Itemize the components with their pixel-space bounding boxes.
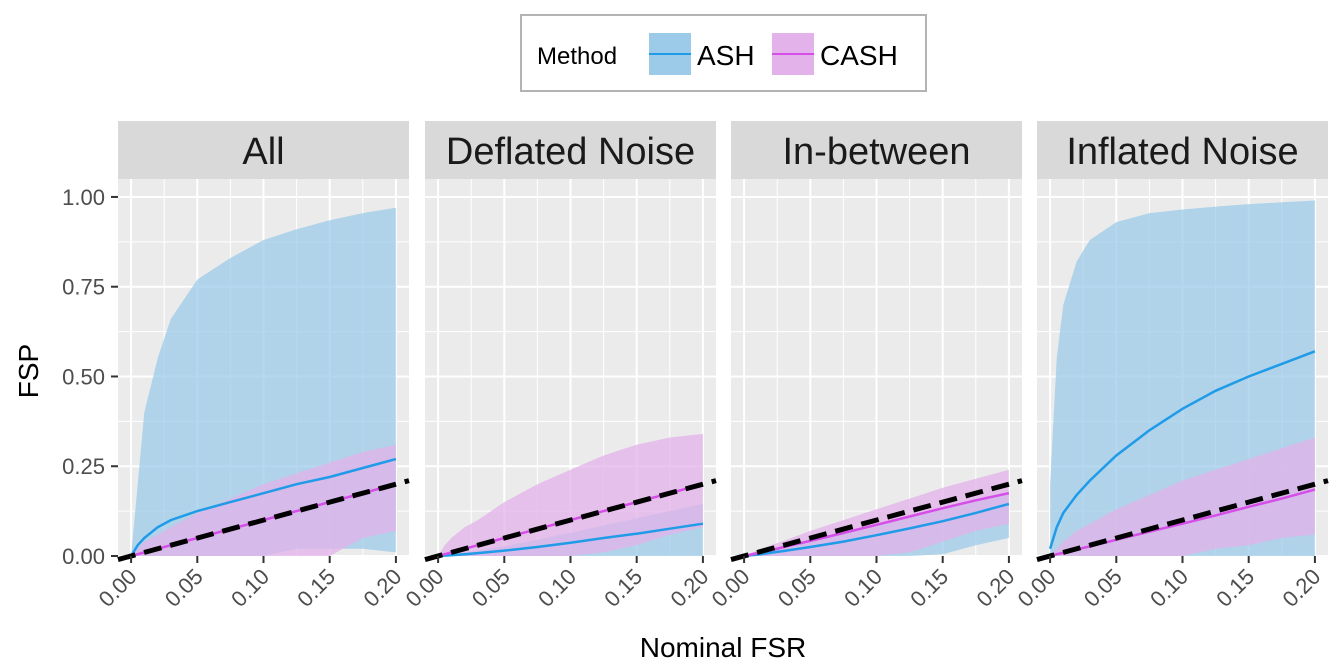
x-tick-label: 0.20 [1277, 564, 1325, 612]
x-tick-label: 0.10 [533, 564, 581, 612]
legend-title: Method [537, 43, 617, 70]
line-ash-in-between [743, 502, 1010, 558]
y-tick-label: 0.50 [62, 364, 105, 389]
strip-deflated-noise [425, 121, 716, 179]
x-tick-label: 0.05 [467, 564, 515, 612]
strip-in-between [731, 121, 1022, 179]
x-tick-label: 0.00 [1013, 564, 1061, 612]
y-axis-title: FSP [13, 344, 44, 398]
panel-deflated-noise: Deflated Noise 0.00 0.05 0.10 0.15 0.20 [401, 121, 717, 612]
y-tick-label: 0.00 [62, 544, 105, 569]
x-tick-label: 0.20 [971, 564, 1019, 612]
line-ash-all [130, 457, 397, 557]
line-ash-inflated-noise [1048, 350, 1316, 550]
x-tick-label: 0.10 [226, 564, 274, 612]
x-tick-label: 0.10 [839, 564, 887, 612]
y-tick-label: 0.25 [62, 454, 105, 479]
line-cash-in-between [743, 491, 1010, 558]
panels: All 0.00 0.05 0.10 0.15 0.20 Deflated Noise 0.0… [62, 121, 1329, 612]
legend-key-cash [772, 33, 814, 75]
x-tick-label: 0.15 [599, 564, 647, 612]
strip-title-all: All [242, 131, 284, 173]
x-tick-label: 0.20 [358, 564, 406, 612]
strip-inflated-noise [1037, 121, 1328, 179]
strip-title-in-between: In-between [782, 131, 970, 173]
strip-title-inflated-noise: Inflated Noise [1066, 131, 1298, 173]
line-ash-deflated-noise [438, 522, 704, 558]
x-tick-label: 0.15 [905, 564, 953, 612]
y-axis: 0.00 0.25 0.50 0.75 1.00 [62, 185, 118, 569]
band-cash-all [131, 444, 396, 556]
strip-title-deflated-noise: Deflated Noise [446, 131, 695, 173]
reference-line-all [117, 478, 410, 562]
reference-line-deflated-noise [424, 478, 717, 562]
band-cash-inflated-noise [1050, 437, 1315, 556]
reference-line-in-between [730, 478, 1023, 562]
reference-line-inflated-noise [1036, 478, 1329, 562]
x-axis-title: Nominal FSR [640, 632, 806, 663]
legend-label-ash: ASH [697, 40, 755, 71]
legend-key-ash [649, 33, 691, 75]
legend-box [520, 14, 927, 92]
legend-label-cash: CASH [820, 40, 898, 71]
x-tick-label: 0.15 [1211, 564, 1259, 612]
band-cash-deflated-noise [438, 433, 703, 556]
strip-all [118, 121, 409, 179]
y-tick-label: 1.00 [62, 185, 105, 210]
band-cash-in-between [744, 469, 1009, 556]
panel-inflated-noise: Inflated Noise 0.00 0.05 0.10 0.15 0.20 [1013, 121, 1329, 612]
x-tick-label: 0.05 [160, 564, 208, 612]
x-tick-label: 0.00 [94, 564, 142, 612]
legend: Method ASH CASH [520, 14, 927, 92]
y-tick-label: 0.75 [62, 275, 105, 300]
x-tick-label: 0.00 [707, 564, 755, 612]
x-tick-label: 0.20 [665, 564, 713, 612]
x-tick-label: 0.05 [773, 564, 821, 612]
x-tick-label: 0.05 [1079, 564, 1127, 612]
x-tick-label: 0.15 [292, 564, 340, 612]
panel-in-between: In-between 0.00 0.05 0.10 0.15 0.20 [707, 121, 1023, 612]
x-tick-label: 0.10 [1145, 564, 1193, 612]
x-tick-label: 0.00 [401, 564, 449, 612]
panel-all: All 0.00 0.05 0.10 0.15 0.20 [94, 121, 410, 612]
